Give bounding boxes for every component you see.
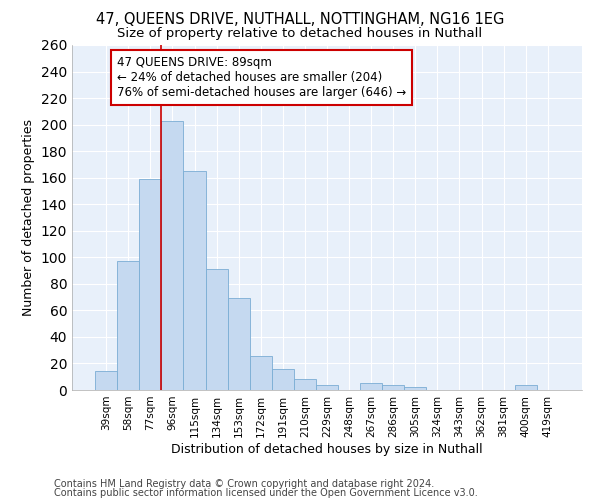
Bar [294, 380, 316, 390]
Bar [250, 356, 272, 390]
Bar [515, 384, 537, 390]
Text: Contains HM Land Registry data © Crown copyright and database right 2024.: Contains HM Land Registry data © Crown c… [54, 479, 434, 489]
Bar [139, 179, 161, 390]
Bar [316, 384, 338, 390]
Bar [95, 372, 117, 390]
Text: Size of property relative to detached houses in Nuthall: Size of property relative to detached ho… [118, 28, 482, 40]
Bar [360, 384, 382, 390]
Y-axis label: Number of detached properties: Number of detached properties [22, 119, 35, 316]
Bar [272, 369, 294, 390]
Bar [206, 269, 227, 390]
Bar [227, 298, 250, 390]
Bar [161, 120, 184, 390]
Bar [117, 262, 139, 390]
Text: Contains public sector information licensed under the Open Government Licence v3: Contains public sector information licen… [54, 488, 478, 498]
X-axis label: Distribution of detached houses by size in Nuthall: Distribution of detached houses by size … [171, 442, 483, 456]
Text: 47 QUEENS DRIVE: 89sqm
← 24% of detached houses are smaller (204)
76% of semi-de: 47 QUEENS DRIVE: 89sqm ← 24% of detached… [117, 56, 407, 98]
Bar [382, 384, 404, 390]
Bar [404, 388, 427, 390]
Text: 47, QUEENS DRIVE, NUTHALL, NOTTINGHAM, NG16 1EG: 47, QUEENS DRIVE, NUTHALL, NOTTINGHAM, N… [96, 12, 504, 28]
Bar [184, 171, 206, 390]
